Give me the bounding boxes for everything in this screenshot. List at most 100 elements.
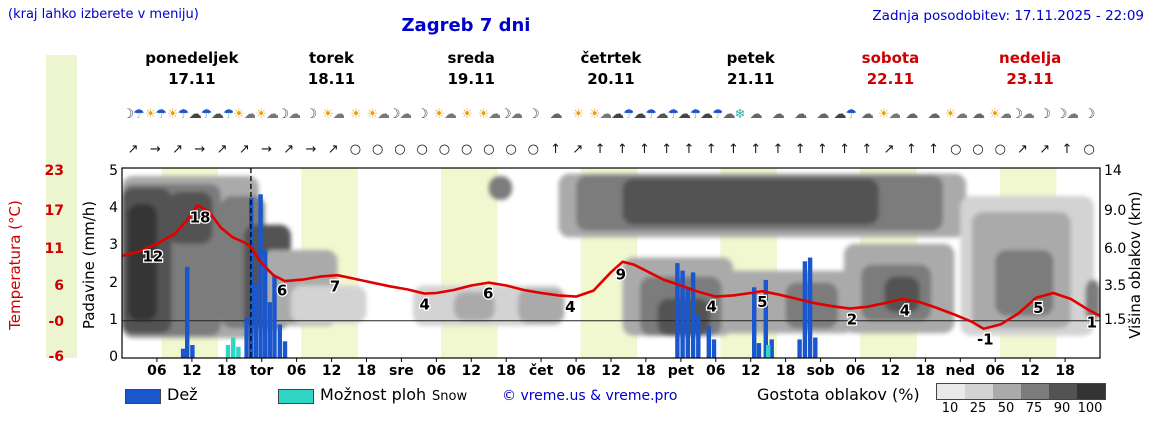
x-tick-12: 12 bbox=[321, 363, 342, 379]
wind-arrow-icon: ↑ bbox=[750, 142, 762, 157]
svg-text:9: 9 bbox=[616, 265, 626, 283]
cloud-icon: ☁ bbox=[745, 96, 767, 134]
calm-wind-icon: ○ bbox=[994, 142, 1006, 157]
rain-icon: ☁☂ bbox=[700, 96, 722, 134]
sun-cloud-glyph: ☀ bbox=[877, 107, 890, 122]
moon-cloud-icon: ☽☁ bbox=[278, 96, 300, 134]
precip-tick-2: 2 bbox=[109, 274, 118, 291]
sun-glyph: ☀ bbox=[350, 107, 362, 122]
sun-cloud-glyph: ☁ bbox=[488, 107, 500, 122]
sun-cloud-glyph: ☀ bbox=[477, 107, 490, 122]
day-headers: ponedeljek 17.11 torek 18.11 sreda 19.11 četrt… bbox=[122, 48, 1100, 94]
wind-arrow-icon: ↗ bbox=[1039, 142, 1051, 157]
wind-arrow-icon: ↑ bbox=[816, 142, 828, 157]
sun-cloud-icon: ☀☁ bbox=[989, 96, 1011, 134]
cloud-tick-1.5: 1.5 bbox=[1104, 311, 1127, 328]
x-tick-12: 12 bbox=[182, 363, 202, 379]
moon-cloud-glyph: ☽ bbox=[388, 107, 401, 122]
rain-glyph: ☂ bbox=[712, 107, 723, 122]
moon-cloud-glyph: ☁ bbox=[1022, 107, 1034, 122]
rain-glyph: ☁ bbox=[633, 107, 646, 122]
moon-cloud-glyph: ☽ bbox=[1011, 107, 1023, 122]
wind-arrow-icon: ↑ bbox=[772, 142, 784, 157]
precip-tick-4: 4 bbox=[109, 200, 118, 217]
day-date: 17.11 bbox=[168, 70, 216, 88]
svg-text:6: 6 bbox=[277, 282, 287, 300]
temp-tick--6: -6 bbox=[48, 349, 64, 365]
density-segment-75 bbox=[1021, 384, 1049, 399]
calm-wind-icon: ○ bbox=[460, 142, 473, 157]
sun-cloud-glyph: ☀ bbox=[233, 107, 245, 122]
sun-rain-glyph: ☂ bbox=[177, 107, 189, 122]
moon-cloud-glyph: ☽ bbox=[277, 107, 290, 122]
rain-icon: ☁☂ bbox=[611, 96, 633, 134]
x-tick-06: 06 bbox=[845, 363, 866, 379]
day-header-sobota: sobota 22.11 bbox=[821, 48, 961, 90]
svg-text:12: 12 bbox=[142, 247, 163, 265]
svg-text:1: 1 bbox=[1087, 314, 1097, 332]
moon-cloud-glyph: ☁ bbox=[399, 107, 412, 122]
rain-glyph: ☁ bbox=[188, 107, 202, 122]
moon-glyph: ☽ bbox=[1083, 107, 1096, 122]
moon-rain-glyph: ☂ bbox=[133, 107, 144, 122]
precip-tick-0: 0 bbox=[109, 349, 118, 365]
temp-tick-11: 11 bbox=[44, 241, 64, 257]
sun-cloud-icon: ☀☁ bbox=[433, 96, 455, 134]
last-updated: Zadnja posodobitev: 17.11.2025 - 22:09 bbox=[872, 8, 1144, 24]
calm-wind-icon: ○ bbox=[950, 142, 962, 157]
calm-wind-icon: ○ bbox=[416, 142, 428, 157]
day-name: petek bbox=[726, 49, 775, 67]
cloud-density-scale bbox=[936, 383, 1106, 400]
sun-cloud-glyph: ☀ bbox=[322, 107, 334, 122]
sun-rain-glyph: ☂ bbox=[155, 107, 166, 122]
copyright-link[interactable]: © vreme.us & vreme.pro bbox=[502, 388, 678, 404]
sun-glyph: ☀ bbox=[572, 107, 584, 122]
sun-cloud-glyph: ☁ bbox=[599, 107, 612, 122]
cloud-icon: ☁ bbox=[544, 96, 566, 134]
x-tick-18: 18 bbox=[915, 363, 936, 379]
sun-cloud-glyph: ☀ bbox=[255, 107, 267, 122]
sun-cloud-glyph: ☁ bbox=[377, 107, 389, 122]
day-date: 19.11 bbox=[447, 70, 495, 88]
precip-tick-5: 5 bbox=[109, 163, 118, 179]
wind-arrow-icon: ↗ bbox=[883, 142, 895, 157]
sun-icon: ☀ bbox=[567, 96, 589, 134]
sun-cloud-icon: ☀☁ bbox=[322, 96, 344, 134]
temp-tick--0: -0 bbox=[48, 314, 64, 330]
rain-glyph: ☁ bbox=[611, 107, 624, 122]
x-tick-06: 06 bbox=[706, 363, 726, 379]
svg-text:7: 7 bbox=[330, 277, 340, 295]
wind-arrow-icon: ↑ bbox=[794, 142, 806, 157]
shower-legend-label: Možnost ploh bbox=[320, 385, 427, 404]
x-tick-12: 12 bbox=[461, 363, 482, 379]
x-tick-18: 18 bbox=[775, 363, 796, 379]
moon-cloud-glyph: ☽ bbox=[499, 107, 512, 122]
wind-arrow-icon: ↑ bbox=[639, 142, 650, 157]
moon-glyph: ☽ bbox=[305, 107, 318, 122]
sun-cloud-icon: ☀☁ bbox=[367, 96, 389, 134]
day-name: torek bbox=[309, 49, 355, 67]
sun-glyph: ☀ bbox=[461, 107, 473, 122]
cloud-glyph: ☁ bbox=[549, 107, 563, 122]
x-tick-18: 18 bbox=[496, 363, 516, 379]
rain-icon: ☁☂ bbox=[633, 96, 655, 134]
day-name: sobota bbox=[861, 49, 920, 67]
x-tick-06: 06 bbox=[426, 363, 447, 379]
cloud-density-tick-labels: 10 25 50 75 90 100 bbox=[936, 401, 1104, 416]
rain-glyph: ☂ bbox=[200, 107, 211, 122]
x-tick-06: 06 bbox=[147, 363, 167, 379]
moon-cloud-glyph: ☁ bbox=[288, 107, 300, 122]
shower-legend-swatch bbox=[278, 389, 314, 404]
wind-arrow-icon: → bbox=[261, 142, 272, 157]
svg-text:4: 4 bbox=[565, 298, 575, 316]
sun-cloud-icon: ☀☁ bbox=[233, 96, 255, 134]
cloud-glyph: ☁ bbox=[794, 107, 807, 122]
temp-tick-23: 23 bbox=[44, 163, 64, 179]
day-header-nedelja: nedelja 23.11 bbox=[960, 48, 1100, 90]
wind-arrow-icon: ↗ bbox=[238, 142, 250, 157]
x-tick-sob: sob bbox=[806, 363, 835, 379]
x-tick-06: 06 bbox=[985, 363, 1005, 379]
moon-icon: ☽ bbox=[300, 96, 322, 134]
sun-cloud-glyph: ☀ bbox=[588, 107, 601, 122]
sun-cloud-glyph: ☁ bbox=[443, 107, 456, 122]
